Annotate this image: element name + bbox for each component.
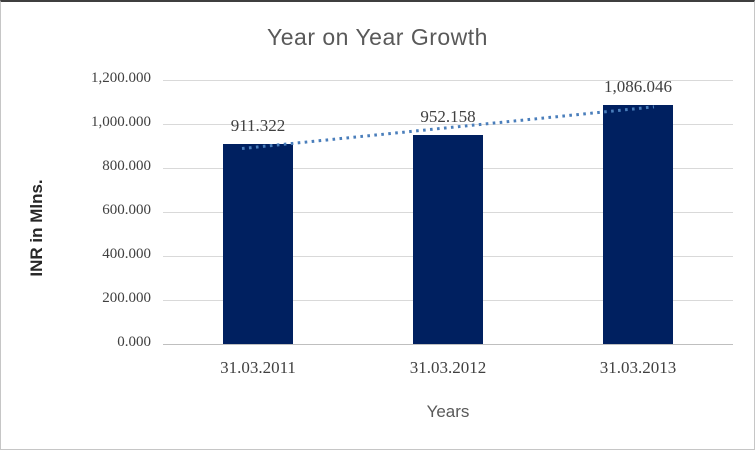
bar	[603, 105, 673, 344]
x-axis-line	[163, 343, 733, 345]
y-tick-label: 600.000	[102, 202, 151, 218]
bar	[223, 143, 293, 344]
y-tick-label: 400.000	[102, 246, 151, 262]
chart-title: Year on Year Growth	[267, 24, 488, 50]
bar-data-label: 952.158	[420, 106, 476, 126]
y-tick-label: 1,000.000	[91, 114, 151, 130]
bar	[413, 134, 483, 344]
x-axis-title: Years	[426, 402, 470, 421]
gridline	[163, 123, 733, 125]
bar-data-label: 1,086.046	[604, 77, 672, 97]
trendline	[241, 105, 655, 151]
x-category-label: 31.03.2012	[409, 358, 487, 377]
x-category-label: 31.03.2011	[220, 358, 296, 377]
y-tick-label: 800.000	[102, 158, 151, 174]
bar-data-label: 911.322	[230, 115, 286, 135]
plot-area	[163, 79, 733, 345]
gridline	[163, 79, 733, 81]
y-tick-label: 0.000	[117, 334, 151, 350]
y-tick-label: 1,200.000	[91, 70, 151, 86]
y-tick-label: 200.000	[102, 290, 151, 306]
x-category-label: 31.03.2013	[599, 358, 677, 377]
